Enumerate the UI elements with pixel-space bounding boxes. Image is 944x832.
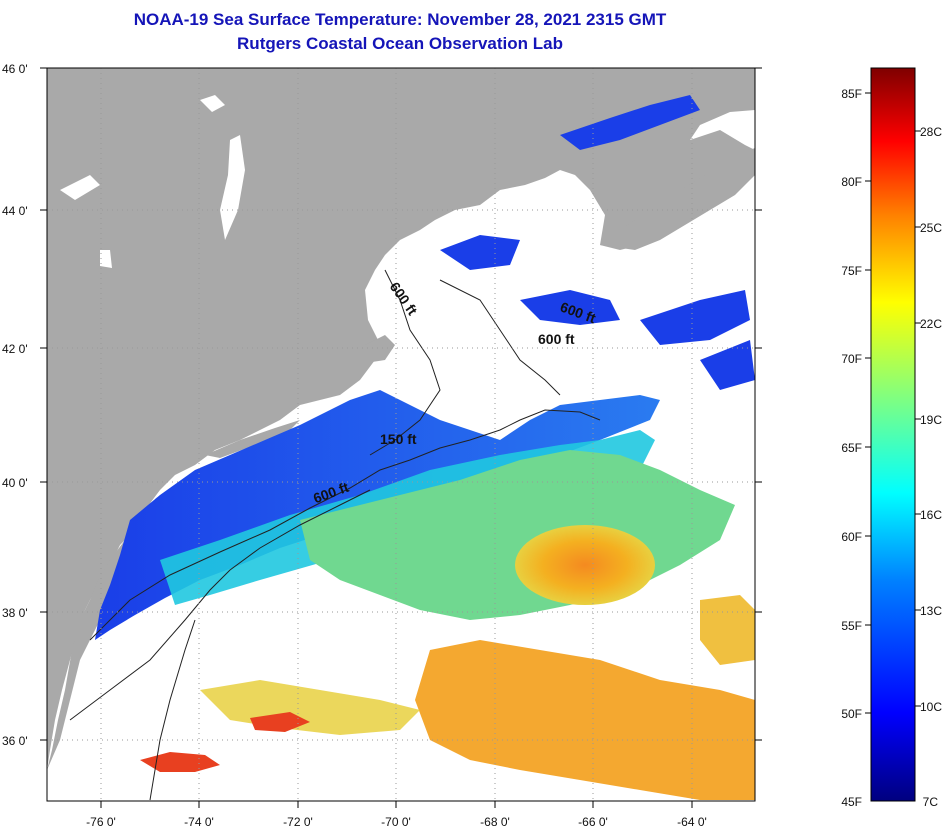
map-frame [46, 67, 756, 802]
colorbar-f-label: 60F [841, 530, 862, 544]
colorbar-f-label: 75F [841, 264, 862, 278]
lon-label: -74 0' [184, 815, 214, 829]
contour-label-4: 150 ft [380, 431, 417, 447]
lat-label: 42 0' [2, 342, 28, 356]
cape-cod [365, 335, 395, 362]
colorbar [870, 67, 916, 802]
colorbar-c-label: 25C [920, 221, 942, 235]
colorbar-c-label: 28C [920, 125, 942, 139]
map-plot-area: 600 ft 600 ft 600 ft 150 ft 600 ft [47, 68, 755, 801]
lon-label: -76 0' [86, 815, 116, 829]
lat-label: 44 0' [2, 204, 28, 218]
lat-label: 46 0' [2, 62, 28, 76]
colorbar-c-label: 22C [920, 317, 942, 331]
colorbar-f-label: 65F [841, 441, 862, 455]
colorbar-ticks [865, 92, 921, 714]
land-mass [47, 68, 755, 770]
bathymetry-contours [69, 269, 601, 801]
contour-label-3: 600 ft [538, 331, 575, 347]
warm-core-ring [515, 525, 655, 605]
colorbar-c-label: 7C [923, 795, 939, 809]
graticule [47, 68, 755, 801]
lat-label: 40 0' [2, 476, 28, 490]
lon-label: -64 0' [677, 815, 707, 829]
lon-label: -66 0' [578, 815, 608, 829]
colorbar-f-label: 50F [841, 707, 862, 721]
gulf-of-maine-patches [440, 95, 755, 390]
southeast-patches [700, 595, 755, 665]
lon-label: -70 0' [381, 815, 411, 829]
lat-label: 38 0' [2, 606, 28, 620]
lon-label: -72 0' [283, 815, 313, 829]
long-island [205, 420, 300, 458]
colorbar-c-label: 10C [920, 700, 942, 714]
nova-scotia [600, 148, 755, 250]
colorbar-f-label: 85F [841, 87, 862, 101]
warm-patch-red [140, 712, 310, 772]
lon-label: -68 0' [480, 815, 510, 829]
colorbar-c-label: 13C [920, 604, 942, 618]
gulf-stream-warm-water [415, 640, 755, 800]
lat-ticks [40, 67, 762, 741]
colorbar-f-label: 80F [841, 175, 862, 189]
lon-ticks [100, 801, 693, 808]
colorbar-f-label: 55F [841, 619, 862, 633]
colorbar-c-label: 19C [920, 413, 942, 427]
colorbar-c-label: 16C [920, 508, 942, 522]
chart-subtitle: Rutgers Coastal Ocean Observation Lab [237, 34, 563, 53]
mid-atlantic-coast [47, 495, 158, 770]
chart-title: NOAA-19 Sea Surface Temperature: Novembe… [133, 10, 667, 29]
lat-label: 36 0' [2, 734, 28, 748]
colorbar-f-label: 70F [841, 352, 862, 366]
colorbar-f-label: 45F [841, 795, 862, 809]
